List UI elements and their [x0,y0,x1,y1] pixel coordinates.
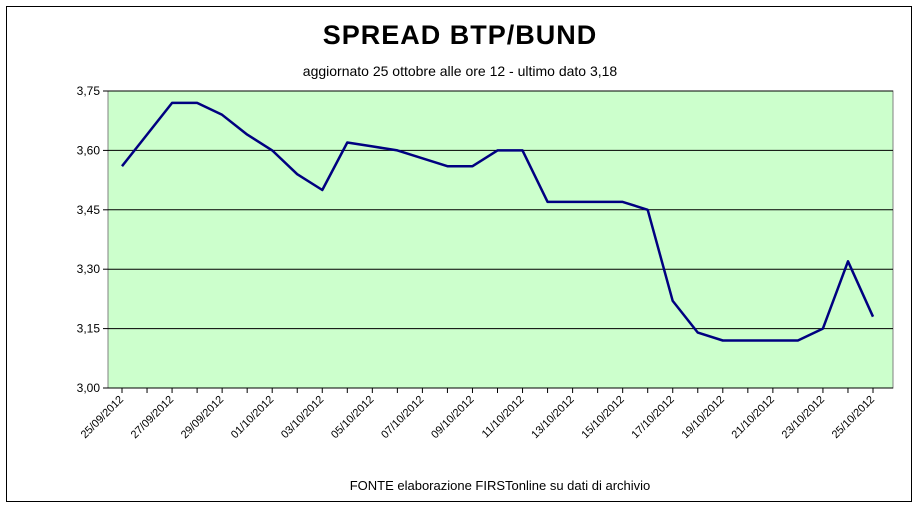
chart-title: SPREAD BTP/BUND [322,20,598,50]
plot-area [107,90,894,389]
x-tick-label: 07/10/2012 [379,394,426,441]
x-tick-label: 11/10/2012 [480,394,527,441]
x-tick-label: 05/10/2012 [329,394,376,441]
series-line [121,101,875,342]
y-axis: 3,00 3,15 3,30 3,45 3,60 3,75 [77,84,108,395]
x-tick-label: 15/10/2012 [579,394,626,441]
y-tick-label: 3,00 [77,381,101,395]
y-tick-label: 3,60 [77,143,101,157]
y-tick-label: 3,75 [77,84,101,98]
x-tick-label: 01/10/2012 [229,394,276,441]
x-tick-label: 19/10/2012 [680,394,727,441]
x-tick-label: 27/09/2012 [129,394,176,441]
x-tick-label: 23/10/2012 [780,394,827,441]
x-tick-label: 03/10/2012 [279,394,326,441]
y-tick-label: 3,45 [77,203,101,217]
y-tick-label: 3,15 [77,322,101,336]
x-tick-label: 17/10/2012 [629,394,676,441]
source-note: FONTE elaborazione FIRSTonline su dati d… [349,478,651,493]
x-tick-label: 25/10/2012 [830,394,877,441]
chart-subtitle: aggiornato 25 ottobre alle ore 12 - ulti… [302,63,618,79]
x-tick-label: 25/09/2012 [79,394,126,441]
x-tick-label: 29/09/2012 [179,394,226,441]
x-tick-label: 09/10/2012 [429,394,476,441]
x-axis: 25/09/2012 27/09/2012 29/09/2012 01/10/2012… [79,387,893,441]
y-tick-label: 3,30 [77,262,101,276]
x-tick-label: 13/10/2012 [529,394,576,441]
x-tick-label: 21/10/2012 [730,394,777,441]
